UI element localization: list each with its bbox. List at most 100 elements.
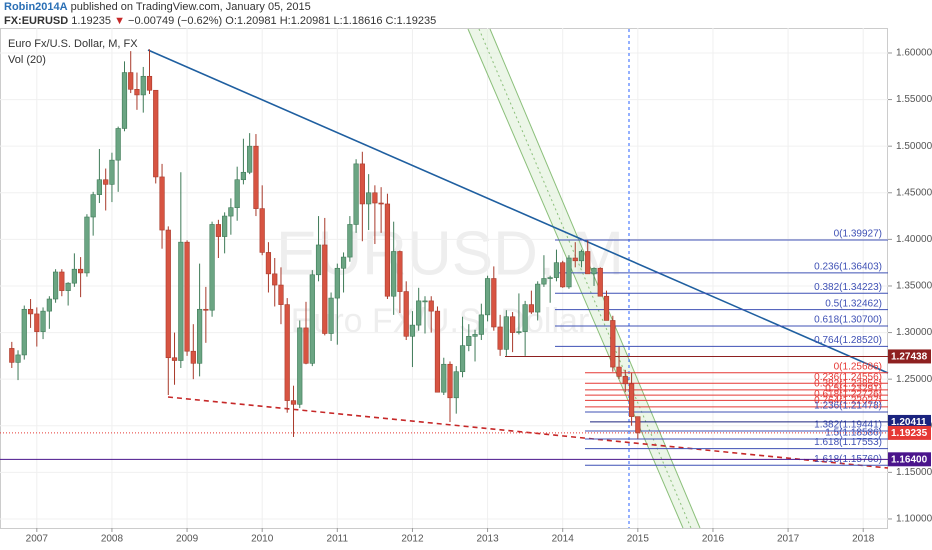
candle-body xyxy=(509,316,516,333)
candle-body xyxy=(171,357,178,361)
x-tick-label: 2014 xyxy=(552,534,575,545)
candle-body xyxy=(103,179,109,185)
candle-body xyxy=(572,257,578,262)
fib-label: 1.618(1.17553) xyxy=(814,437,882,448)
candle-body xyxy=(328,297,334,334)
legend-title: Euro Fx/U.S. Dollar, M, FX xyxy=(8,38,138,50)
header-line: Robin2014A published on TradingView.com,… xyxy=(4,1,311,13)
candle-body xyxy=(516,331,522,333)
candle-body xyxy=(253,145,259,209)
fib-label: 0(1.39927) xyxy=(834,229,882,240)
candle-body xyxy=(315,244,322,276)
candle-body xyxy=(322,244,328,334)
x-tick-label: 2015 xyxy=(627,534,650,545)
candle-body xyxy=(34,313,40,332)
candle-body xyxy=(272,273,278,286)
grid-layer xyxy=(0,28,888,528)
candle-body xyxy=(178,241,184,361)
y-tick-label: 1.45000 xyxy=(896,187,932,198)
candle-body xyxy=(416,300,422,326)
candle-body xyxy=(115,128,121,161)
fib-label: 0.764(1.22027) xyxy=(814,396,882,407)
candle-body xyxy=(52,271,59,300)
candle-body xyxy=(340,256,347,269)
candle-body xyxy=(84,216,90,274)
arrow: ▼ xyxy=(114,15,125,27)
last: 1.19235 xyxy=(71,15,111,27)
candle-body xyxy=(90,194,96,218)
candle-body xyxy=(21,308,27,356)
candle-body xyxy=(209,224,215,311)
candle-body xyxy=(109,159,115,185)
ohlc: O:1.20981 H:1.20981 L:1.18616 C:1.19235 xyxy=(225,15,437,27)
candle-body xyxy=(297,327,303,405)
candle-body xyxy=(585,251,591,275)
candle-body xyxy=(528,304,534,313)
candle-body xyxy=(616,366,622,377)
candle-body xyxy=(459,345,466,373)
y-tick-label: 1.35000 xyxy=(896,281,932,292)
candle-body xyxy=(434,310,441,393)
fib-label: 0.764(1.28520) xyxy=(814,335,882,346)
candle-body xyxy=(40,310,46,332)
candle-body xyxy=(59,271,65,291)
candle-body xyxy=(309,274,315,364)
candle-body xyxy=(466,335,472,346)
price-tag-label: 1.16400 xyxy=(891,454,928,465)
fib-label: 0.5(1.23291) xyxy=(825,384,882,395)
x-tick-label: 2009 xyxy=(176,534,199,545)
candle-body xyxy=(46,298,52,312)
y-tick-label: 1.40000 xyxy=(896,234,932,245)
y-tick-label: 1.25000 xyxy=(896,374,932,385)
price-tag xyxy=(888,414,931,429)
candle-body xyxy=(347,224,353,258)
candle-body xyxy=(535,283,541,313)
y-tick-label: 1.30000 xyxy=(896,327,932,338)
x-tick-label: 2017 xyxy=(777,534,800,545)
fib-label: 0.618(1.22726) xyxy=(814,389,882,400)
candle-body xyxy=(65,282,71,291)
trend-line xyxy=(147,49,889,374)
candle-body xyxy=(628,383,635,417)
candle-body xyxy=(378,202,384,205)
price-tag xyxy=(888,349,931,364)
x-tick-label: 2012 xyxy=(401,534,424,545)
candle-body xyxy=(265,252,272,275)
candle-body xyxy=(441,363,447,393)
candle-body xyxy=(284,304,290,401)
candle-body xyxy=(159,176,165,231)
candle-body xyxy=(240,171,247,181)
candle-body xyxy=(484,278,491,316)
candle-body xyxy=(222,215,228,237)
candle-body xyxy=(560,262,566,288)
y-tick-label: 1.60000 xyxy=(896,48,932,59)
candle-body xyxy=(334,267,340,299)
candle-body xyxy=(553,262,560,278)
x-tick-label: 2010 xyxy=(251,534,274,545)
candle-body xyxy=(96,179,102,195)
fib-label: 0.5(1.32462) xyxy=(825,298,882,309)
candle-body xyxy=(247,145,253,173)
candle-body xyxy=(635,416,641,434)
candle-body xyxy=(215,224,221,237)
candle-body xyxy=(27,308,34,315)
price-tag-label: 1.27438 xyxy=(891,352,928,363)
candle-body xyxy=(366,192,372,205)
candle-body xyxy=(359,163,365,205)
channel-edge xyxy=(489,28,701,529)
candle-body xyxy=(165,229,171,359)
price-tag-label: 1.20411 xyxy=(891,417,927,428)
candle-body xyxy=(303,327,309,364)
x-tick-label: 2016 xyxy=(702,534,725,545)
plot-border xyxy=(0,28,888,529)
y-tick-label: 1.55000 xyxy=(896,94,932,105)
change: −0.00749 (−0.62%) xyxy=(128,15,223,27)
volume-label: Vol (20) xyxy=(8,54,46,66)
candle-body xyxy=(610,320,616,368)
fib-label: 1.382(1.19441) xyxy=(814,420,882,431)
candle-body xyxy=(397,251,403,292)
candle-body xyxy=(403,291,409,337)
x-tick-label: 2013 xyxy=(476,534,499,545)
